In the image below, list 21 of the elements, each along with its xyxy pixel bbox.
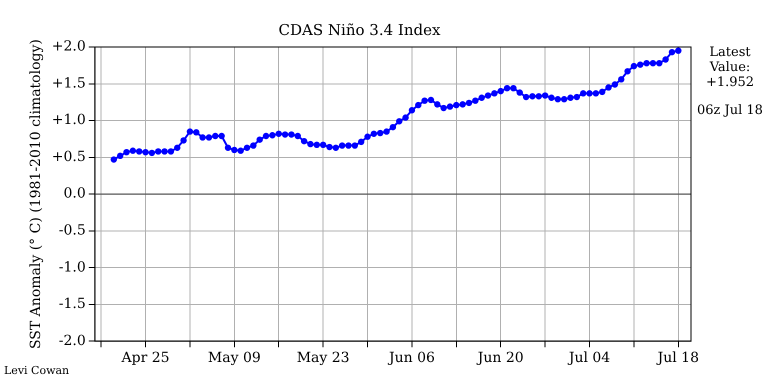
text: 06z Jul 18 <box>696 103 764 118</box>
y-tick-label: -2.0 <box>58 332 86 349</box>
text: Latest Value: +1.952 <box>704 45 756 90</box>
y-tick-label: +0.5 <box>52 148 86 165</box>
x-tick-label: Jul 04 <box>566 350 610 366</box>
x-tick-label: Jul 18 <box>656 350 699 366</box>
text: Levi Cowan <box>4 364 70 377</box>
y-tick-label: +1.0 <box>52 112 86 128</box>
y-tick-label: +1.5 <box>52 75 86 92</box>
chart-title: CDAS Niño 3.4 Index <box>278 20 441 39</box>
x-tick-label: May 23 <box>296 350 350 366</box>
y-axis-title: SST Anomaly (° C) (1981-2010 climatology) <box>28 39 44 350</box>
y-tick-label: -0.5 <box>58 222 86 239</box>
y-tick-label: +2.0 <box>52 38 86 55</box>
y-tick-label: 0.0 <box>64 186 86 202</box>
y-tick-label: -1.0 <box>58 259 86 276</box>
x-tick-label: Apr 25 <box>120 350 170 366</box>
x-tick-label: May 09 <box>208 350 261 366</box>
y-tick-label: -1.5 <box>58 296 86 312</box>
x-tick-label: Jun 20 <box>476 350 524 366</box>
x-tick-label: Jun 06 <box>386 350 435 366</box>
